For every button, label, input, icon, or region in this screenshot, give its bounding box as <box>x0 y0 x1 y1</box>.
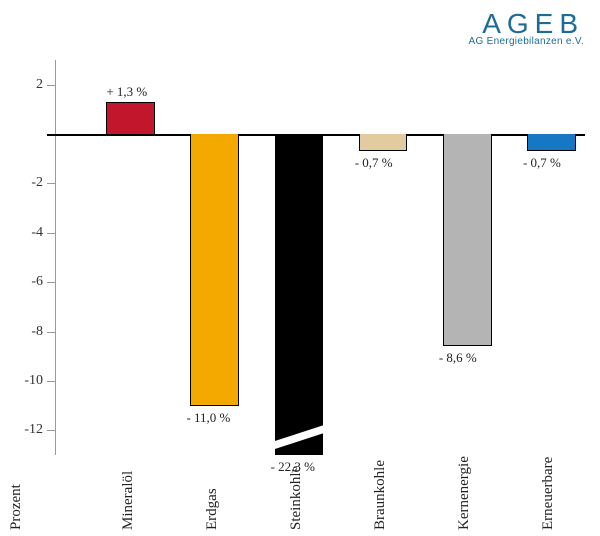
y-tick <box>47 430 55 431</box>
bar-steinkohle <box>275 134 324 455</box>
category-label: Mineralöl <box>120 471 137 530</box>
y-tick <box>47 233 55 234</box>
logo: AGEB AG Energiebilanzen e.V. <box>469 8 585 47</box>
bar-kernenergie <box>443 134 492 346</box>
category-label: Braunkohle <box>372 460 389 530</box>
y-tick-label: -10 <box>24 373 43 389</box>
logo-sub: AG Energiebilanzen e.V. <box>469 36 585 47</box>
y-tick <box>47 183 55 184</box>
y-tick-label: -2 <box>31 175 43 191</box>
y-axis <box>55 60 56 455</box>
y-tick-label: -12 <box>24 422 43 438</box>
y-axis-title: Prozent <box>8 484 25 530</box>
bar-value-label: - 0,7 % <box>523 155 561 171</box>
category-label: Erneuerbare <box>540 457 557 530</box>
y-tick <box>47 85 55 86</box>
bar-value-label: - 8,6 % <box>439 350 477 366</box>
bar-value-label: + 1,3 % <box>106 84 147 100</box>
y-tick <box>47 381 55 382</box>
y-tick <box>47 332 55 333</box>
bar-erneuerbare <box>527 134 576 151</box>
y-tick-label: -8 <box>31 324 43 340</box>
y-tick-label: -4 <box>31 225 43 241</box>
y-tick <box>47 282 55 283</box>
bar-braunkohle <box>359 134 408 151</box>
category-label: Steinkohle <box>288 466 305 530</box>
plot-area: 2-2-4-6-8-10-12+ 1,3 %- 11,0 %- 22,3 %- … <box>55 60 585 455</box>
category-label: Kernenergie <box>456 456 473 530</box>
chart-container: AGEB AG Energiebilanzen e.V. 2 -2 -4 -6 -8 -1… <box>0 0 600 536</box>
bar-mineralöl <box>106 102 155 134</box>
y-tick-label: -6 <box>31 274 43 290</box>
bar-value-label: - 11,0 % <box>186 410 230 426</box>
category-label: Erdgas <box>204 488 221 530</box>
y-tick-label: 2 <box>36 77 43 93</box>
bar-value-label: - 0,7 % <box>355 155 393 171</box>
bar-erdgas <box>190 134 239 406</box>
